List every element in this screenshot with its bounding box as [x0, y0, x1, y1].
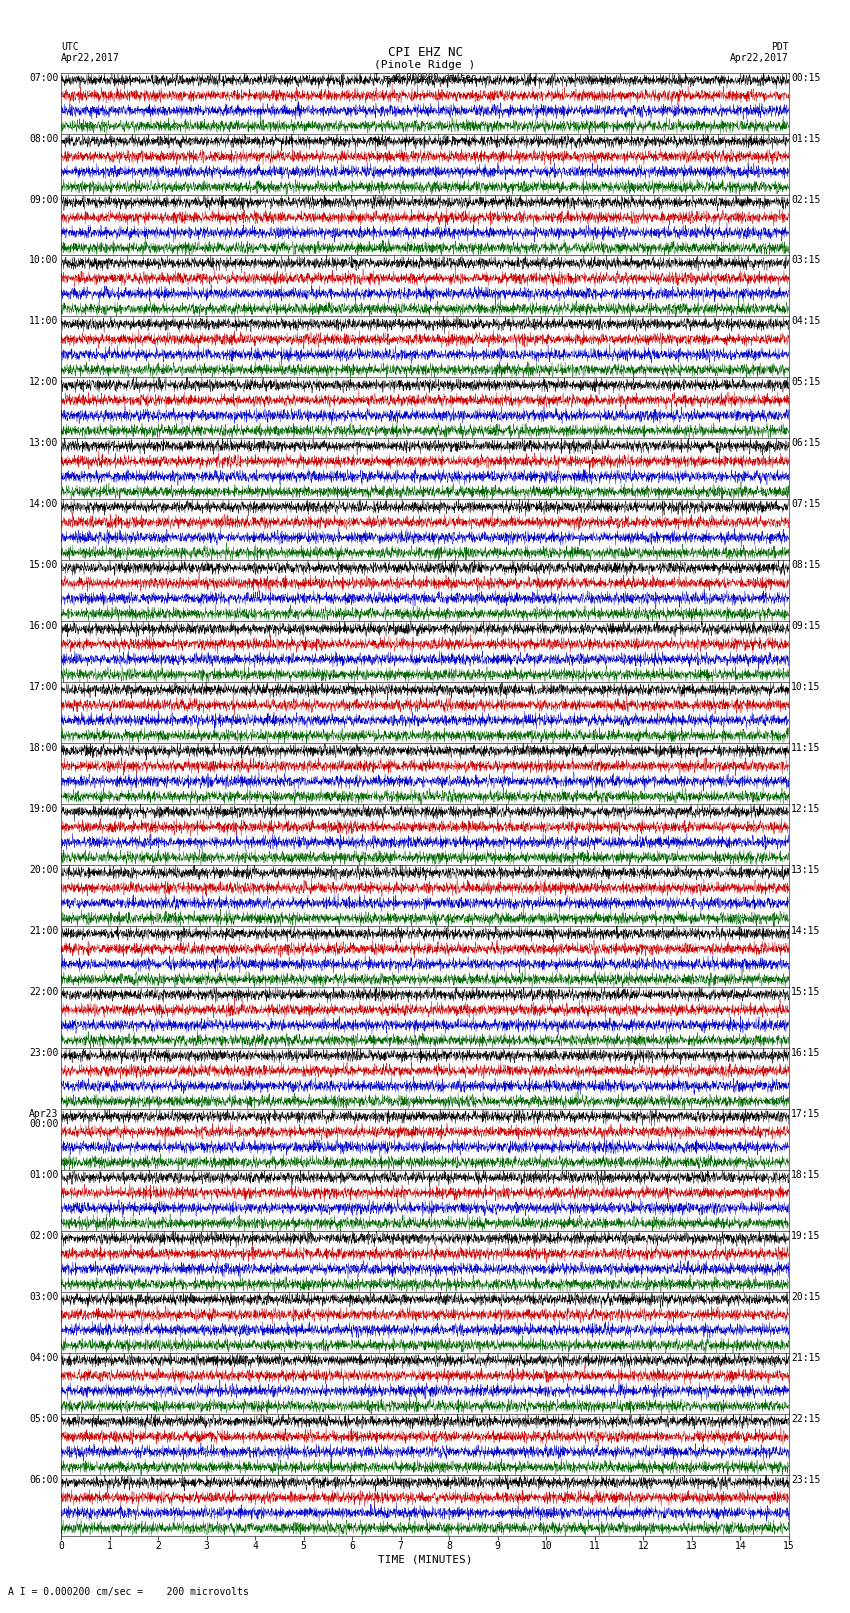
Text: 17:00: 17:00 — [29, 682, 59, 692]
Text: 19:00: 19:00 — [29, 803, 59, 815]
Text: 04:15: 04:15 — [791, 316, 821, 326]
Text: 07:00: 07:00 — [29, 73, 59, 82]
Text: 20:00: 20:00 — [29, 865, 59, 874]
Text: 18:15: 18:15 — [791, 1169, 821, 1179]
Text: 12:00: 12:00 — [29, 377, 59, 387]
Text: 17:15: 17:15 — [791, 1108, 821, 1119]
Text: 14:00: 14:00 — [29, 500, 59, 510]
Text: 22:00: 22:00 — [29, 987, 59, 997]
Text: 10:15: 10:15 — [791, 682, 821, 692]
Text: 03:15: 03:15 — [791, 255, 821, 266]
Text: 23:15: 23:15 — [791, 1474, 821, 1484]
Text: Apr23
00:00: Apr23 00:00 — [29, 1108, 59, 1129]
Text: Apr22,2017: Apr22,2017 — [61, 53, 120, 63]
Text: 16:15: 16:15 — [791, 1048, 821, 1058]
Text: 13:15: 13:15 — [791, 865, 821, 874]
Text: 11:15: 11:15 — [791, 744, 821, 753]
Text: 21:15: 21:15 — [791, 1353, 821, 1363]
Text: PDT: PDT — [771, 42, 789, 52]
Text: 11:00: 11:00 — [29, 316, 59, 326]
Text: 12:15: 12:15 — [791, 803, 821, 815]
Text: 02:15: 02:15 — [791, 195, 821, 205]
Text: 16:00: 16:00 — [29, 621, 59, 631]
Text: 05:00: 05:00 — [29, 1413, 59, 1424]
Text: 08:00: 08:00 — [29, 134, 59, 144]
Text: 06:15: 06:15 — [791, 439, 821, 448]
Text: CPI EHZ NC: CPI EHZ NC — [388, 45, 462, 58]
Text: 19:15: 19:15 — [791, 1231, 821, 1240]
Text: 10:00: 10:00 — [29, 255, 59, 266]
Text: 15:15: 15:15 — [791, 987, 821, 997]
Text: 00:15: 00:15 — [791, 73, 821, 82]
Text: 01:00: 01:00 — [29, 1169, 59, 1179]
Text: 06:00: 06:00 — [29, 1474, 59, 1484]
Text: 03:00: 03:00 — [29, 1292, 59, 1302]
Text: 09:00: 09:00 — [29, 195, 59, 205]
Text: I = 0.000200 cm/sec: I = 0.000200 cm/sec — [374, 73, 476, 82]
Text: 15:00: 15:00 — [29, 560, 59, 571]
Text: 18:00: 18:00 — [29, 744, 59, 753]
Text: UTC: UTC — [61, 42, 79, 52]
Text: 20:15: 20:15 — [791, 1292, 821, 1302]
Text: 23:00: 23:00 — [29, 1048, 59, 1058]
Text: 05:15: 05:15 — [791, 377, 821, 387]
Text: A I = 0.000200 cm/sec =    200 microvolts: A I = 0.000200 cm/sec = 200 microvolts — [8, 1587, 249, 1597]
Text: (Pinole Ridge ): (Pinole Ridge ) — [374, 60, 476, 71]
Text: Apr22,2017: Apr22,2017 — [730, 53, 789, 63]
Text: 07:15: 07:15 — [791, 500, 821, 510]
Text: 13:00: 13:00 — [29, 439, 59, 448]
Text: 02:00: 02:00 — [29, 1231, 59, 1240]
Text: 04:00: 04:00 — [29, 1353, 59, 1363]
Text: 21:00: 21:00 — [29, 926, 59, 936]
Text: 09:15: 09:15 — [791, 621, 821, 631]
Text: 08:15: 08:15 — [791, 560, 821, 571]
Text: 22:15: 22:15 — [791, 1413, 821, 1424]
Text: 01:15: 01:15 — [791, 134, 821, 144]
Text: TIME (MINUTES): TIME (MINUTES) — [377, 1555, 473, 1565]
Text: 14:15: 14:15 — [791, 926, 821, 936]
